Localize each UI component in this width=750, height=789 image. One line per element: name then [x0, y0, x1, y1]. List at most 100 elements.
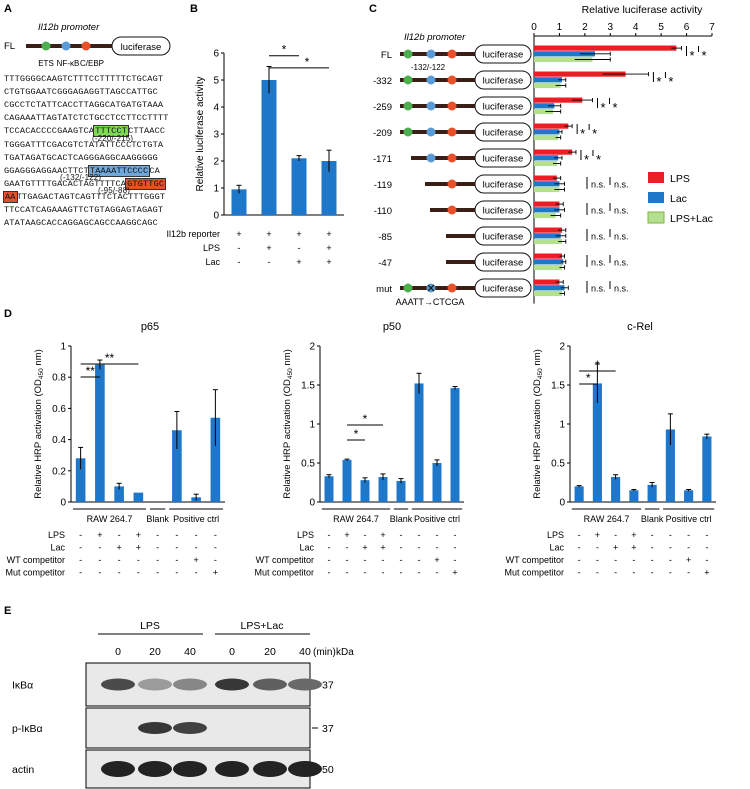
y-axis-label-text: Relative HRP activation (OD	[33, 379, 44, 499]
bar	[574, 486, 584, 502]
condition-sign: -	[328, 543, 331, 553]
construct-label: -259	[373, 102, 392, 113]
bar	[534, 207, 560, 213]
sequence-text: GAATGTTTTGACACTAGTTTTCA	[4, 178, 127, 189]
condition-sign: -	[382, 555, 385, 565]
condition-sign: -	[364, 530, 367, 540]
ets-site-dot	[403, 101, 413, 111]
cebp-site-dot	[447, 179, 457, 189]
condition-sign: +	[326, 243, 331, 253]
y-tick-label: 0.5	[551, 459, 565, 470]
condition-sign: -	[578, 555, 581, 565]
condition-label: Lac	[205, 257, 220, 267]
significance-ns: n.s.	[591, 232, 606, 242]
subchart-title: p50	[383, 321, 401, 333]
condition-sign: -	[687, 530, 690, 540]
condition-sign: -	[596, 568, 599, 578]
significance-ns: n.s.	[591, 206, 606, 216]
condition-sign: -	[578, 568, 581, 578]
sequence-line: TTCCATCAGAAAGTTCTGTAGGAGTAGAGT	[4, 205, 163, 215]
y-axis-label-unit: nm)	[33, 349, 44, 368]
condition-sign: -	[669, 543, 672, 553]
cebp-site-dot	[447, 49, 457, 59]
bar	[534, 201, 560, 207]
condition-sign: -	[578, 530, 581, 540]
blot-band	[173, 722, 207, 734]
luciferase-label: luciferase	[483, 50, 524, 61]
condition-sign: -	[382, 568, 385, 578]
sequence-text: GGAGGGAGGAACTTCT	[4, 165, 89, 176]
condition-sign: -	[400, 568, 403, 578]
condition-sign: +	[631, 543, 636, 553]
time-label: 20	[149, 646, 161, 658]
condition-sign: -	[578, 543, 581, 553]
condition-sign: +	[236, 229, 241, 239]
condition-sign: -	[346, 543, 349, 553]
sequence-text: TGGGATTTCGACGTCTATATTCCCTCTGTA	[4, 139, 164, 150]
y-tick-label: 1	[60, 342, 66, 353]
condition-sign: -	[195, 568, 198, 578]
bar	[534, 285, 565, 291]
time-label: 20	[264, 646, 276, 658]
time-unit-label: (min)	[313, 647, 336, 658]
condition-sign: -	[454, 555, 457, 565]
significance-star: *	[701, 48, 706, 63]
luciferase-box	[474, 122, 532, 142]
cebp-site-dot	[447, 101, 457, 111]
condition-sign: -	[214, 555, 217, 565]
construct-label: -119	[374, 180, 392, 191]
luciferase-box	[474, 200, 532, 220]
panel-a-promoter-label: Il12b promoter	[38, 22, 100, 33]
legend-swatch	[648, 192, 664, 203]
condition-sign: +	[344, 530, 349, 540]
condition-sign: -	[651, 543, 654, 553]
panel-a: A Il12b promoter FL luciferase ETS NF-κB…	[4, 3, 171, 68]
bar	[360, 480, 370, 502]
bar	[534, 233, 561, 239]
blot-band	[288, 678, 322, 691]
sequence-line: TTTGGGGCAAGTCTTTCCTTTTTCTGCAGT	[4, 74, 163, 84]
group-label: LPS	[140, 620, 160, 632]
bar	[534, 123, 569, 129]
y-tick-label: 0	[559, 498, 565, 509]
condition-sign: -	[632, 568, 635, 578]
condition-sign: -	[364, 568, 367, 578]
condition-sign: -	[436, 543, 439, 553]
significance-star: *	[612, 100, 617, 115]
x-tick-label: 6	[684, 22, 690, 33]
condition-sign: -	[214, 530, 217, 540]
blot-band	[253, 761, 287, 777]
condition-sign: -	[328, 530, 331, 540]
bar	[534, 77, 562, 83]
condition-sign: -	[156, 543, 159, 553]
marker-label: 37	[322, 680, 334, 692]
group-label: Positive ctrl	[414, 514, 460, 524]
condition-sign: -	[346, 555, 349, 565]
significance-ns: n.s.	[591, 284, 606, 294]
y-tick-label: 0	[60, 498, 66, 509]
bar	[534, 227, 562, 233]
luciferase-label: luciferase	[483, 232, 524, 243]
x-tick-label: 5	[658, 22, 664, 33]
sequence-line: CTGTGGAATCGGGAGAGGTTAGCCATTGC	[4, 87, 158, 97]
bar	[95, 364, 105, 502]
bar	[534, 129, 560, 135]
luciferase-box	[474, 278, 532, 298]
condition-sign: -	[651, 555, 654, 565]
panel-b-letter: B	[190, 3, 198, 15]
group-label: Blank	[641, 514, 664, 524]
blot-band	[101, 678, 135, 691]
condition-sign: -	[175, 555, 178, 565]
group-label: Positive ctrl	[173, 514, 219, 524]
bar	[534, 253, 562, 259]
y-axis-label-sub: 450	[537, 368, 544, 379]
significance-star: *	[668, 74, 673, 89]
panel-c-letter: C	[369, 3, 377, 15]
significance-ns: n.s.	[591, 258, 606, 268]
y-axis-label-text: Relative HRP activation (OD	[282, 379, 293, 499]
chart-title: Relative luciferase activity	[582, 4, 704, 16]
blot-band	[288, 761, 322, 777]
panel-a-letter: A	[4, 3, 12, 15]
nfkb-site-dot	[426, 101, 436, 111]
condition-sign: -	[346, 568, 349, 578]
